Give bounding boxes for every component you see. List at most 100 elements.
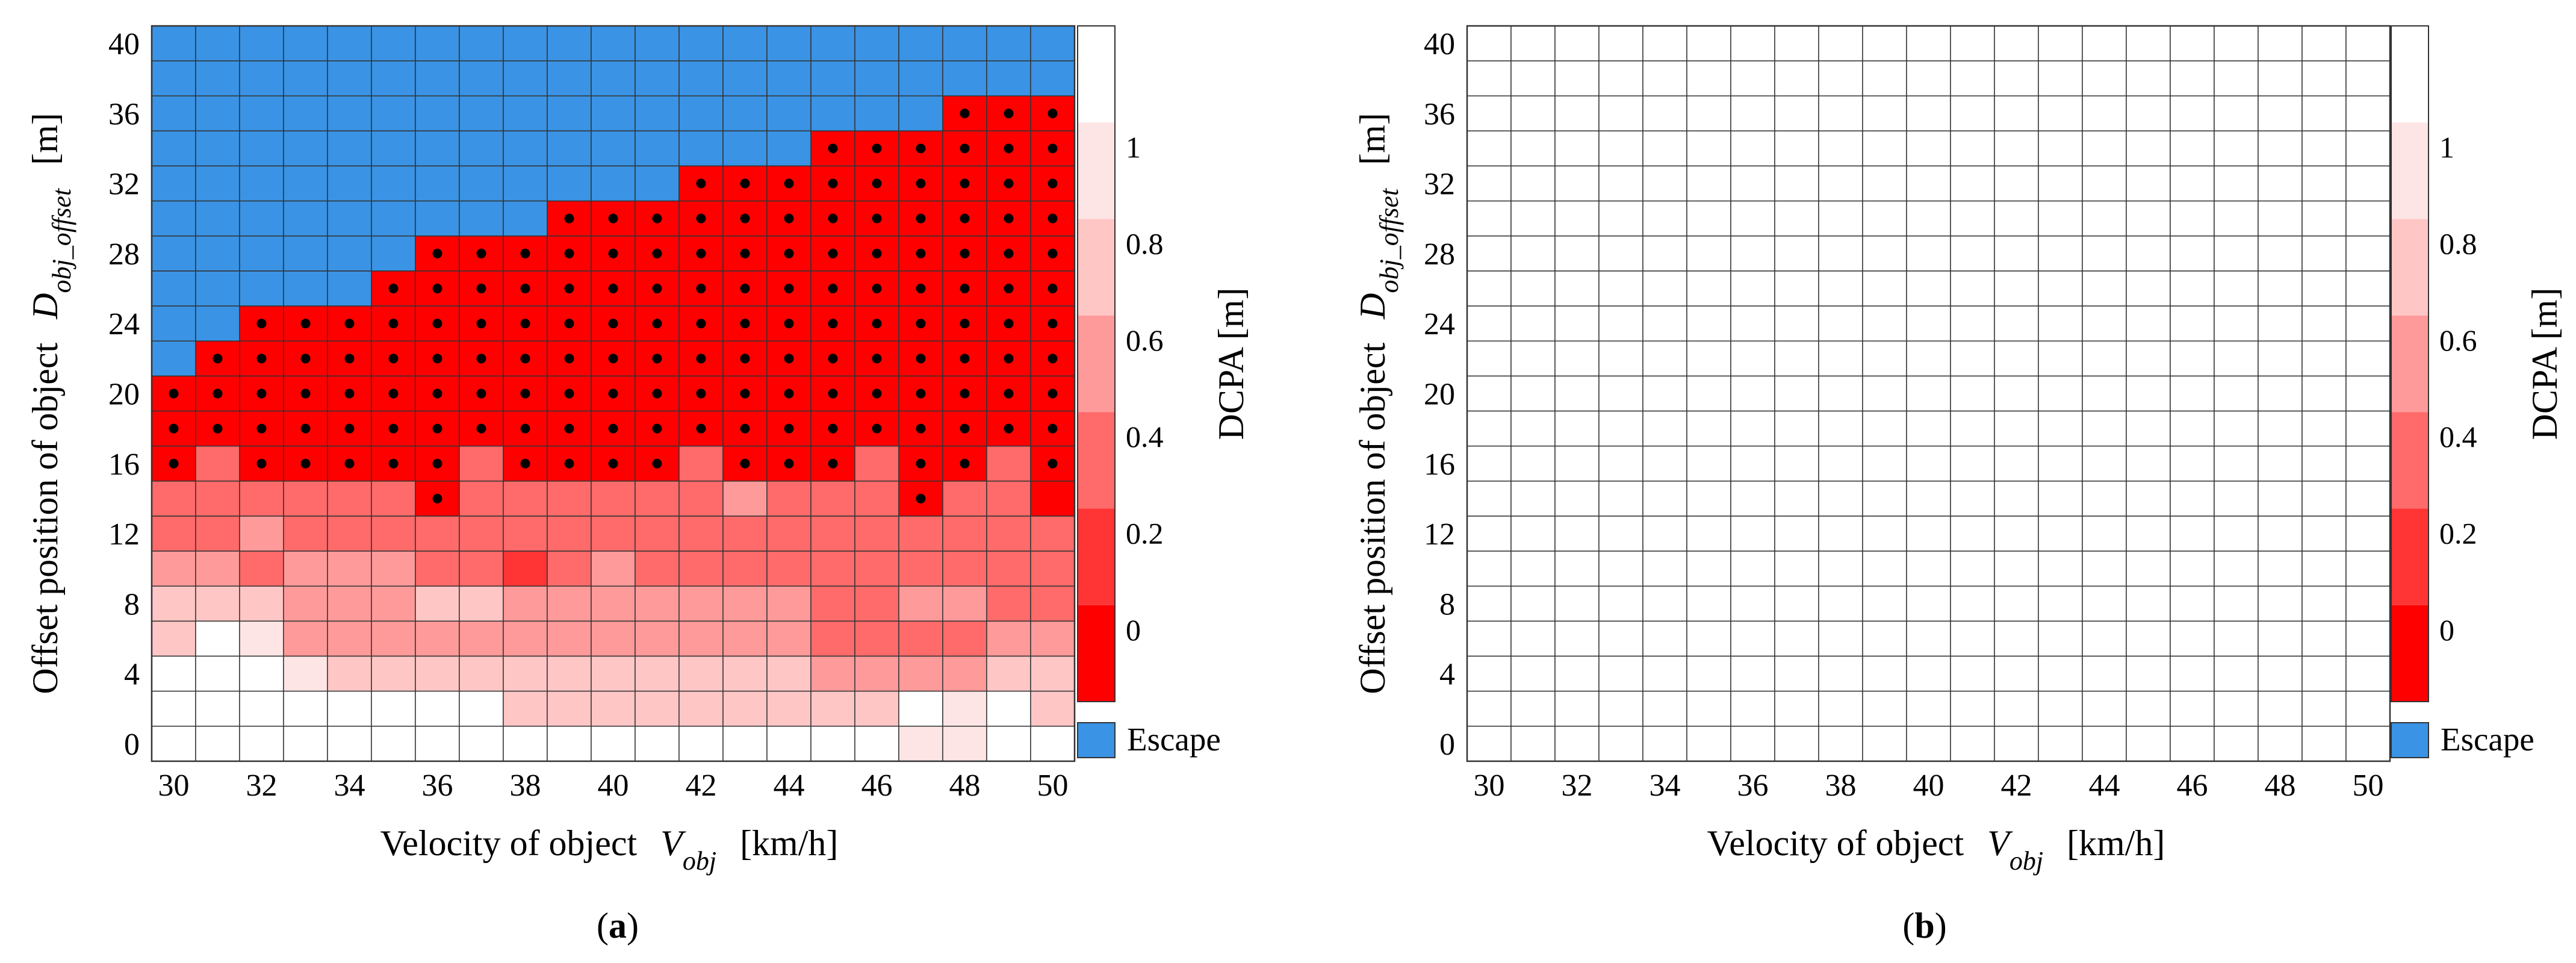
heatmap-cell <box>766 690 812 727</box>
heatmap-cell <box>1598 655 1643 692</box>
collision-dot <box>432 319 442 329</box>
heatmap-cell <box>2214 130 2259 167</box>
heatmap-cell <box>766 655 812 692</box>
heatmap-cell <box>1554 305 1600 342</box>
collision-dot <box>432 388 442 399</box>
heatmap-cell <box>2258 655 2303 692</box>
heatmap-cell <box>2214 165 2259 202</box>
heatmap-cell <box>2214 726 2259 762</box>
y-tick-label: 24 <box>1424 307 1455 341</box>
heatmap-cell <box>678 95 724 132</box>
heatmap-cell <box>722 60 768 97</box>
heatmap-cell <box>415 550 460 587</box>
heatmap-cell <box>2038 516 2083 552</box>
heatmap-cell <box>678 481 724 517</box>
x-tick-label: 48 <box>2265 768 2296 803</box>
heatmap-cell <box>195 25 240 61</box>
heatmap-cell <box>1818 585 1863 622</box>
heatmap-cell <box>2038 165 2083 202</box>
heatmap-cell <box>283 726 328 762</box>
heatmap-cell <box>1906 445 1951 482</box>
collision-dot <box>960 319 970 329</box>
colorbar-a: 0 0.2 0.4 0.6 0.8 1 DCPA [m] Escape <box>1077 25 1251 758</box>
collision-dot <box>696 213 706 223</box>
heatmap-cell <box>722 585 768 622</box>
heatmap-cell <box>151 340 196 377</box>
heatmap-cell <box>415 690 460 727</box>
heatmap-cell <box>459 130 504 167</box>
heatmap-cell <box>1510 95 1556 132</box>
heatmap-cell <box>283 481 328 517</box>
collision-dot <box>256 388 267 399</box>
collision-dot <box>256 319 267 329</box>
heatmap-cell <box>1950 410 1995 447</box>
heatmap-cell <box>1510 585 1556 622</box>
heatmap-cell <box>1642 95 1687 132</box>
heatmap-cell <box>678 445 724 482</box>
heatmap-cell <box>2082 620 2127 657</box>
heatmap-cell <box>810 25 855 61</box>
heatmap-cell <box>1774 690 1819 727</box>
heatmap-cell <box>2170 550 2215 587</box>
heatmap-cell <box>1818 410 1863 447</box>
heatmap-cell <box>1906 516 1951 552</box>
heatmap-cell <box>1598 481 1643 517</box>
heatmap-cell <box>2082 25 2127 61</box>
heatmap-cell <box>459 95 504 132</box>
heatmap-cell <box>1950 516 1995 552</box>
collision-dot <box>608 388 618 399</box>
heatmap-cell <box>1906 655 1951 692</box>
heatmap-cell <box>327 481 372 517</box>
colorbar-segment <box>2391 122 2429 219</box>
heatmap-cell <box>1466 410 1512 447</box>
heatmap-cell <box>2038 305 2083 342</box>
collision-dot <box>960 178 970 189</box>
heatmap-cell <box>2301 60 2347 97</box>
heatmap-cell <box>547 655 592 692</box>
heatmap-cell <box>1730 620 1775 657</box>
heatmap-cell <box>2258 445 2303 482</box>
collision-dot <box>432 354 442 364</box>
heatmap-cell <box>678 130 724 167</box>
heatmap-cell <box>195 516 240 552</box>
collision-dot <box>300 388 311 399</box>
heatmap-cell <box>1818 235 1863 272</box>
heatmap-cell <box>898 550 943 587</box>
heatmap-cell <box>459 550 504 587</box>
heatmap-cell <box>195 305 240 342</box>
heatmap-cell <box>1686 95 1731 132</box>
collision-dot <box>564 284 574 294</box>
heatmap-cell <box>1598 445 1643 482</box>
heatmap-cell <box>1466 655 1512 692</box>
heatmap-cell <box>415 95 460 132</box>
heatmap-cell <box>239 550 284 587</box>
heatmap-cell <box>898 25 943 61</box>
heatmap-cell <box>1774 25 1819 61</box>
collision-dot <box>740 354 750 364</box>
heatmap-cell <box>722 130 768 167</box>
heatmap-cell <box>1510 165 1556 202</box>
collision-dot <box>784 284 794 294</box>
heatmap-cell <box>371 620 416 657</box>
collision-dot <box>1047 423 1058 434</box>
heatmap-cell <box>1730 375 1775 412</box>
heatmap-cell <box>151 516 196 552</box>
heatmap-cell <box>1862 445 1907 482</box>
heatmap-cell <box>942 25 987 61</box>
collision-dot <box>300 319 311 329</box>
colorbar-segment <box>1078 219 1115 316</box>
heatmap-cell <box>151 655 196 692</box>
heatmap-cell <box>722 25 768 61</box>
heatmap-cell <box>283 270 328 307</box>
collision-dot <box>388 388 399 399</box>
heatmap-cell <box>1818 550 1863 587</box>
heatmap-cell <box>766 585 812 622</box>
y-tick-label: 16 <box>108 447 140 482</box>
heatmap-cell <box>2126 130 2171 167</box>
heatmap-cell <box>1994 410 2039 447</box>
heatmap-cell <box>2170 95 2215 132</box>
collision-dot <box>1047 354 1058 364</box>
collision-dot <box>1004 354 1014 364</box>
collision-dot <box>828 458 838 469</box>
heatmap-cell <box>854 655 899 692</box>
